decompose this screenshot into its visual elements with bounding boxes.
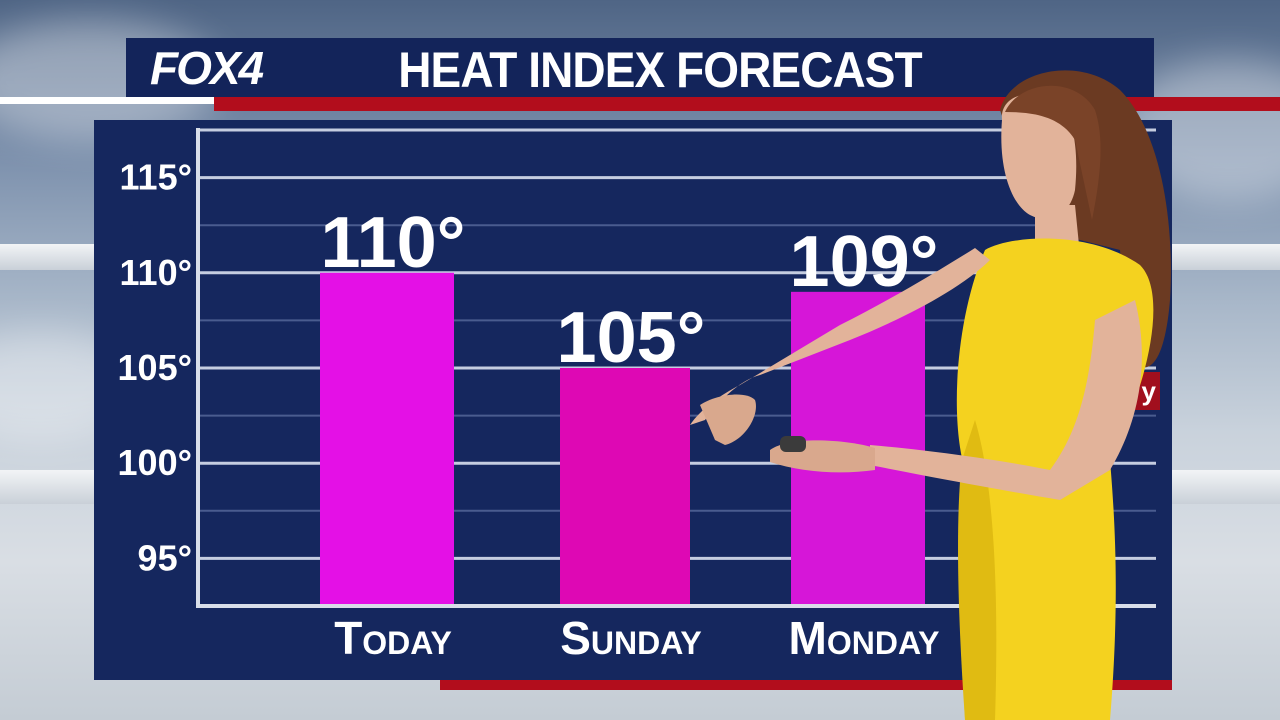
studio-rail <box>0 470 94 504</box>
y-tick-labels: 95° 100° 105° 110° 115° <box>118 157 192 579</box>
value-label: 105° <box>557 298 706 378</box>
category-labels: Today Sunday Monday <box>334 612 939 664</box>
y-tick-label: 115° <box>120 157 192 198</box>
accent-line-white <box>0 97 215 104</box>
accent-line-red-bottom <box>440 680 1172 690</box>
studio-rail <box>1172 244 1280 270</box>
page-title: HEAT INDEX FORECAST <box>398 42 922 98</box>
station-logo: FOX4 <box>150 42 264 94</box>
studio-rail <box>1172 470 1280 504</box>
bar-sunday <box>560 368 690 606</box>
studio-rail <box>0 244 94 270</box>
bar-today <box>320 272 454 606</box>
category-label: Today <box>334 612 452 664</box>
value-label: 110° <box>321 203 466 283</box>
category-label: Sunday <box>560 612 702 664</box>
y-tick-label: 100° <box>118 442 192 483</box>
category-label: Monday <box>789 612 940 664</box>
title-bar <box>126 38 1154 98</box>
y-tick-label: 105° <box>118 347 192 388</box>
y-tick-label: 110° <box>120 252 192 293</box>
y-tick-label: 95° <box>138 537 192 578</box>
